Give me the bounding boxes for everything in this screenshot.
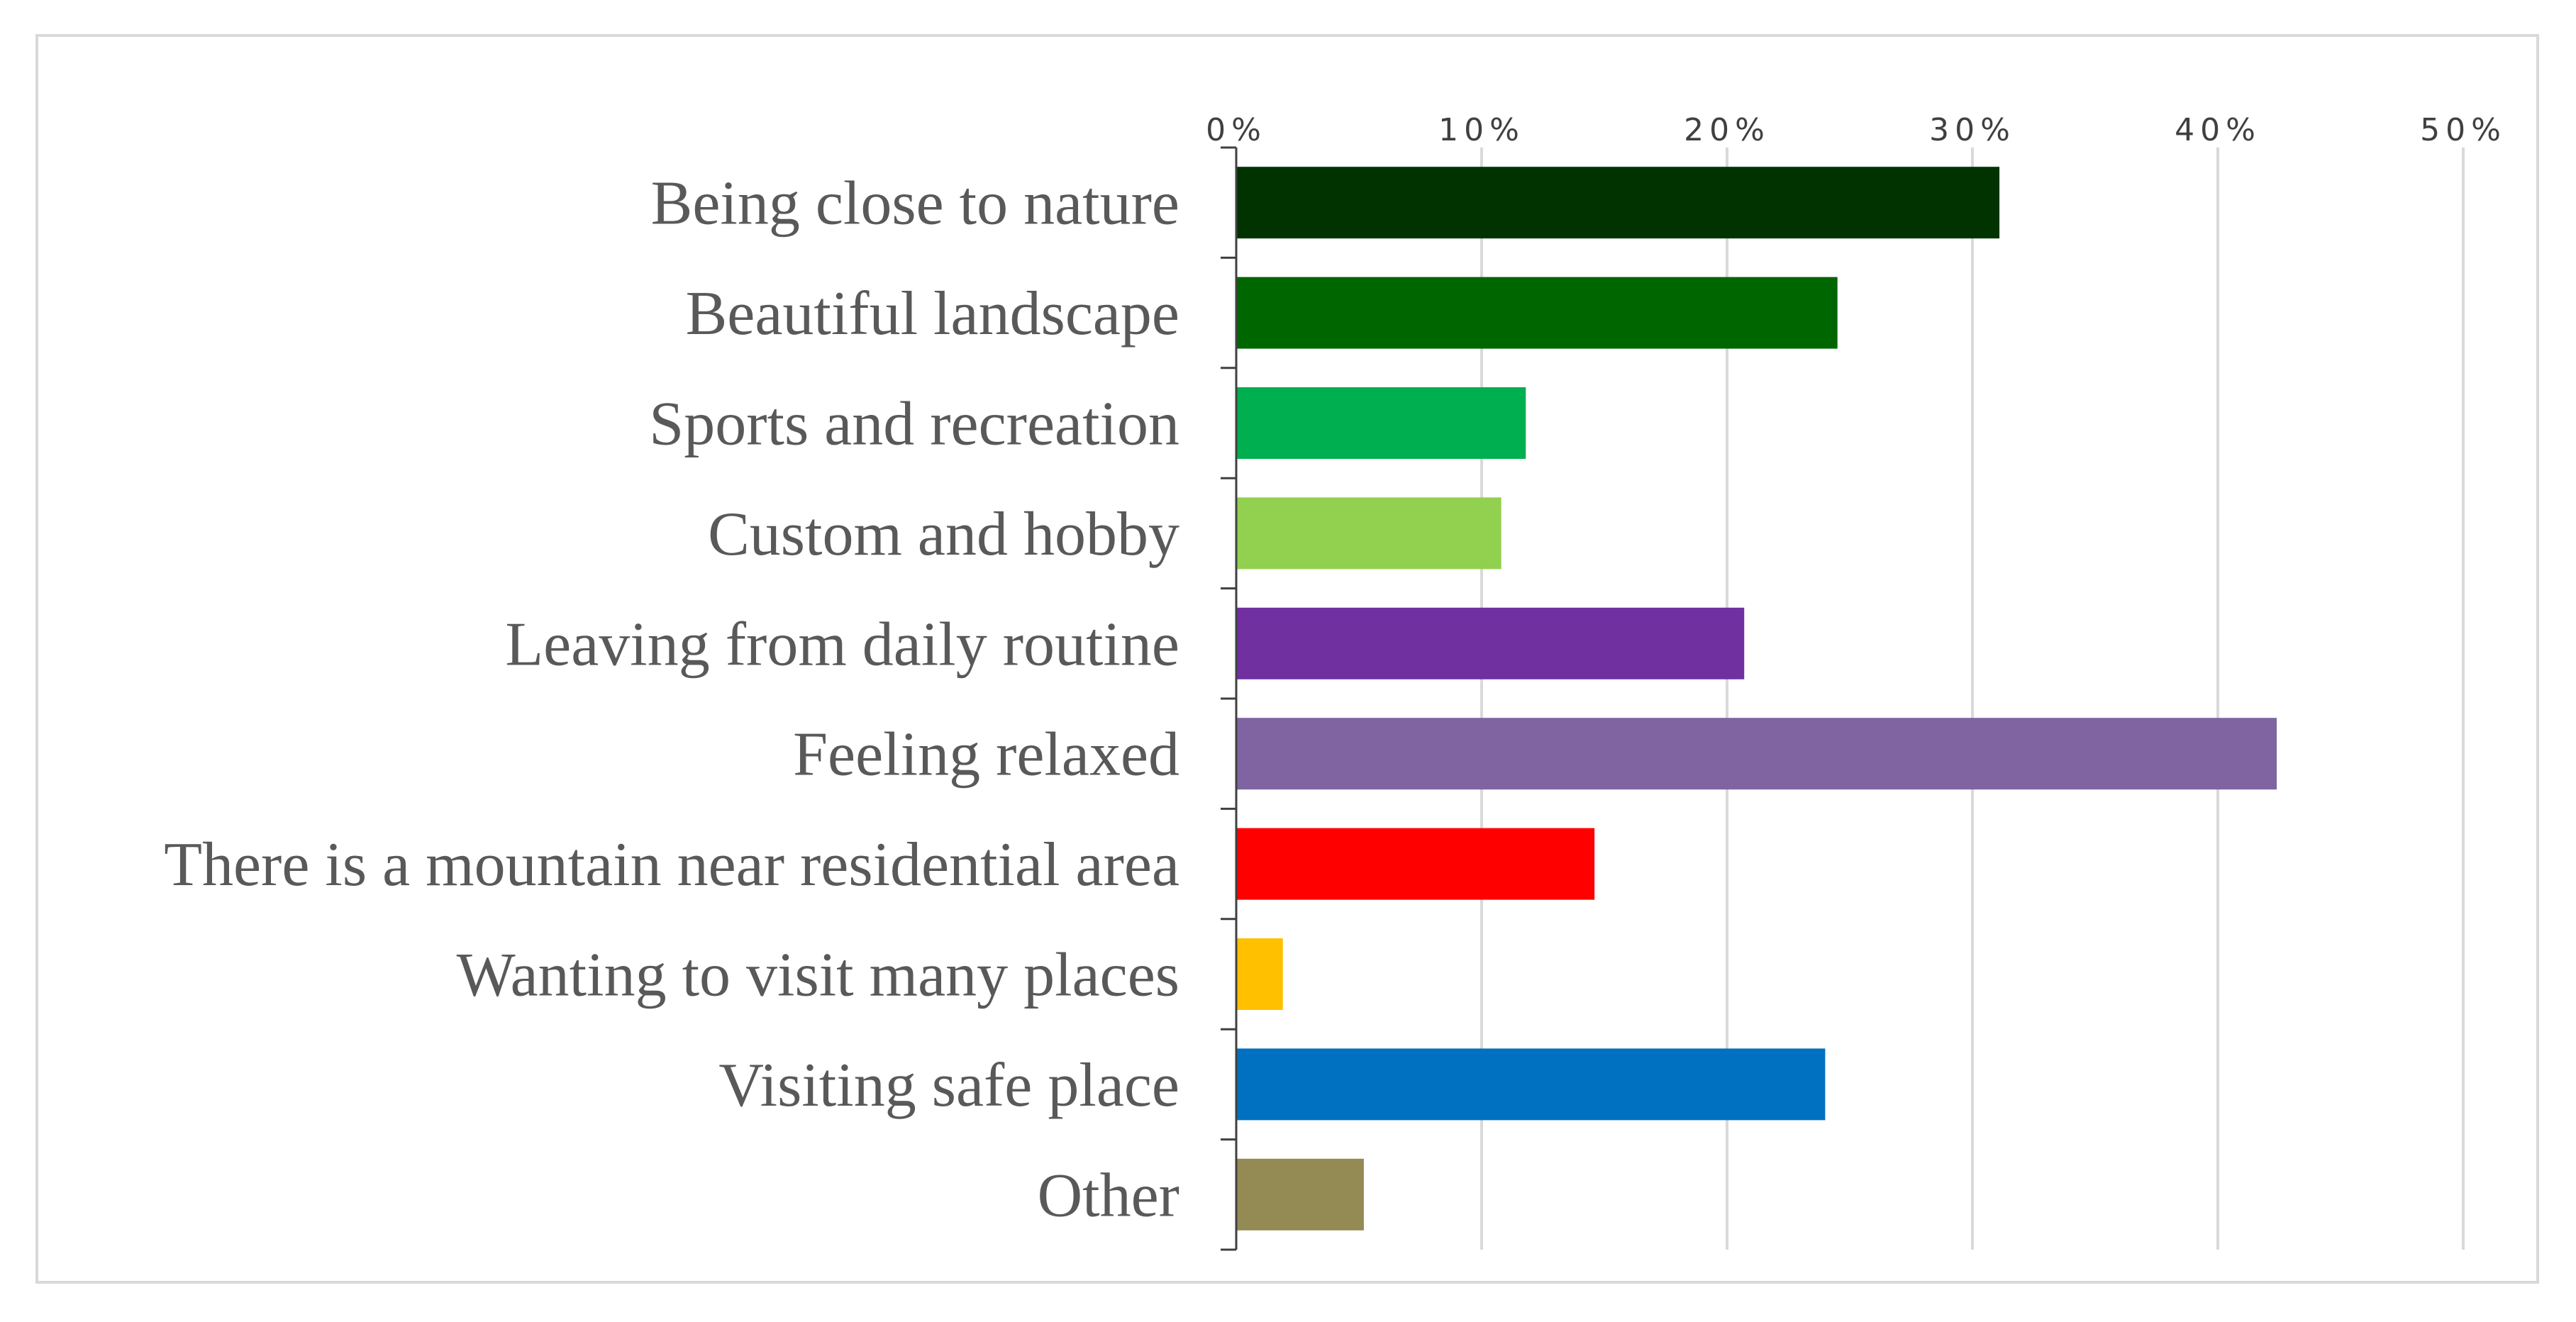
category-label-5: Feeling relaxed	[793, 721, 1179, 789]
bar-3	[1236, 497, 1501, 570]
category-label-1: Beautiful landscape	[686, 279, 1179, 348]
x-tick-label-0: 0%	[1206, 112, 1267, 148]
bar-7	[1236, 938, 1283, 1011]
category-label-9: Other	[1038, 1161, 1179, 1230]
category-label-0: Being close to nature	[651, 170, 1179, 238]
category-label-4: Leaving from daily routine	[505, 610, 1179, 679]
x-tick-label-3: 30%	[1929, 112, 2016, 148]
bar-1	[1236, 277, 1838, 349]
x-tick-label-5: 50%	[2420, 112, 2506, 148]
bar-6	[1236, 828, 1595, 900]
bar-2	[1236, 387, 1526, 460]
category-label-3: Custom and hobby	[708, 500, 1179, 569]
bar-9	[1236, 1158, 1364, 1231]
bar-4	[1236, 607, 1745, 679]
category-label-2: Sports and recreation	[649, 390, 1179, 459]
bar-0	[1236, 167, 2000, 239]
category-label-6: There is a mountain near residential are…	[164, 831, 1179, 899]
x-tick-label-4: 40%	[2175, 112, 2261, 148]
category-label-8: Visiting safe place	[718, 1051, 1179, 1120]
x-tick-label-1: 10%	[1438, 112, 1525, 148]
bar-5	[1236, 718, 2277, 790]
category-label-7: Wanting to visit many places	[457, 941, 1179, 1010]
bar-8	[1236, 1048, 1826, 1121]
x-tick-label-2: 20%	[1684, 112, 1770, 148]
